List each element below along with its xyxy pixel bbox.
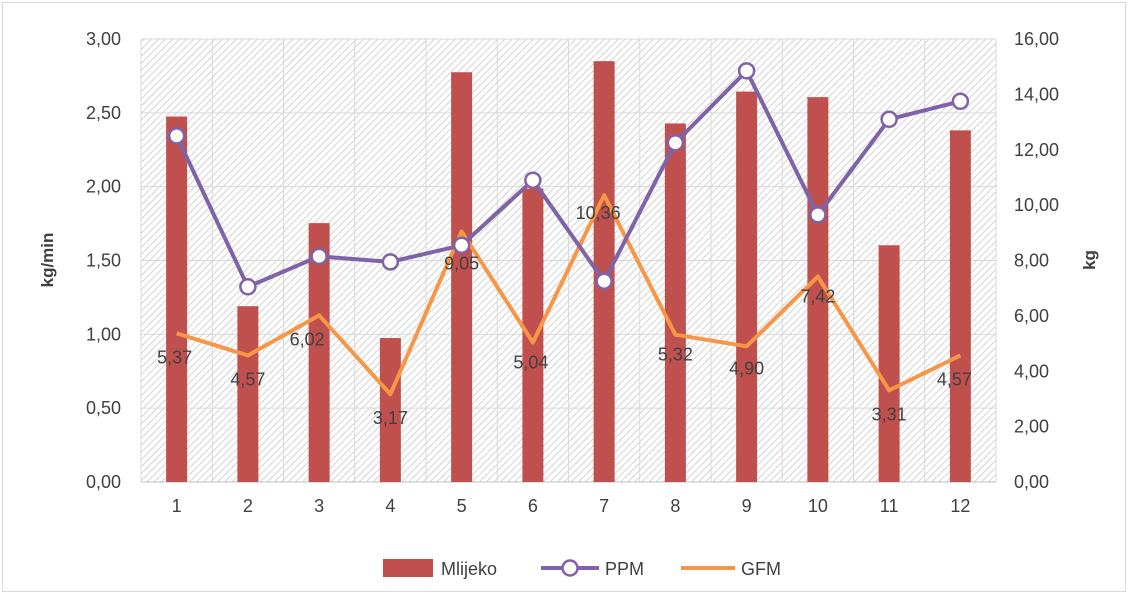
x-axis-ticks: 1 2 3 4 5 6 7 8 9 10 11 12 [172,496,971,516]
gfm-data-label: 4,90 [729,358,764,378]
gfm-data-label: 5,37 [157,347,192,367]
right-tick-label: 16,00 [1014,29,1059,49]
x-tick-label: 4 [385,496,395,516]
bar-mlijeko [878,245,900,482]
right-tick-label: 12,00 [1014,140,1059,160]
x-tick-label: 8 [670,496,680,516]
marker-ppm [239,278,257,296]
left-tick-label: 1,50 [86,251,121,271]
horizontal-gridlines [141,38,996,409]
marker-ppm [452,236,471,255]
right-axis-ticks: 0,00 2,00 4,00 6,00 8,00 10,00 12,00 14,00 16,00 [1014,29,1059,492]
combo-chart: 0,00 0,50 1,00 1,50 2,00 2,50 3,00 0,00 2,00 4,0… [38,29,1099,579]
bar-mlijeko [807,97,829,483]
data-labels: 5,37 4,57 6,02 3,17 9,05 5,04 10,36 5,32 4,90 7,4… [157,203,972,428]
left-tick-label: 1,00 [86,324,121,344]
legend: Mlijeko PPM GFM [383,559,781,579]
line-series [167,62,970,397]
x-tick-label: 12 [950,496,970,516]
bar-mlijeko [736,91,758,482]
left-tick-label: 0,00 [86,472,121,492]
x-tick-label: 6 [528,496,538,516]
left-tick-label: 2,50 [86,103,121,123]
bar-mlijeko [522,188,544,482]
legend-marker-ppm [561,559,579,577]
legend-label-ppm: PPM [605,559,644,579]
gfm-data-label: 5,32 [658,345,693,365]
gfm-data-label: 3,17 [373,408,408,428]
x-tick-label: 9 [742,496,752,516]
gfm-data-label: 10,36 [576,203,621,223]
right-tick-label: 14,00 [1014,84,1059,104]
right-tick-label: 0,00 [1014,472,1049,492]
marker-ppm [666,134,685,152]
left-tick-label: 2,00 [86,177,121,197]
bar-mlijeko [237,306,259,482]
x-tick-label: 10 [808,496,828,516]
gfm-data-label: 5,04 [513,352,548,372]
right-tick-label: 8,00 [1014,251,1049,271]
gfm-data-label: 6,02 [290,329,325,349]
x-tick-label: 11 [880,496,899,516]
x-tick-label: 7 [599,496,609,516]
y-right-axis-title: kg [1080,250,1099,270]
marker-ppm [524,171,542,189]
bar-mlijeko [949,130,971,482]
y-left-axis-title: kg/min [38,233,57,288]
left-axis-ticks: 0,00 0,50 1,00 1,50 2,00 2,50 3,00 [86,29,121,492]
marker-ppm [951,92,970,111]
gfm-data-label: 4,57 [230,369,265,389]
bar-mlijeko [664,123,686,483]
gfm-data-label: 7,42 [800,287,835,307]
marker-ppm [167,127,186,145]
marker-ppm [381,253,400,271]
legend-label-gfm: GFM [741,559,781,579]
right-tick-label: 6,00 [1014,306,1049,326]
marker-ppm [880,110,898,129]
left-tick-label: 0,50 [86,398,121,418]
line-gfm [176,193,962,397]
gfm-data-label: 4,57 [937,369,972,389]
bar-mlijeko [166,116,188,483]
x-tick-label: 5 [457,496,467,516]
bar-mlijeko [593,61,615,483]
right-tick-label: 4,00 [1014,361,1049,381]
left-tick-label: 3,00 [86,29,121,49]
legend-label-mlijeko: Mlijeko [441,559,497,579]
marker-ppm [737,62,756,80]
marker-ppm [595,272,613,291]
bar-mlijeko [308,223,330,482]
marker-ppm [310,247,328,266]
gfm-data-label: 9,05 [444,253,479,273]
x-tick-label: 3 [314,496,324,516]
legend-swatch-mlijeko [383,559,433,577]
right-tick-label: 10,00 [1014,195,1059,215]
line-ppm [174,68,961,289]
marker-ppm [809,206,827,224]
gfm-data-label: 3,31 [872,404,907,424]
bar-mlijeko [379,338,401,482]
bar-mlijeko [451,72,473,482]
bar-series [166,61,971,483]
right-tick-label: 2,00 [1014,417,1049,437]
x-tick-label: 1 [172,496,182,516]
x-tick-label: 2 [243,496,253,516]
